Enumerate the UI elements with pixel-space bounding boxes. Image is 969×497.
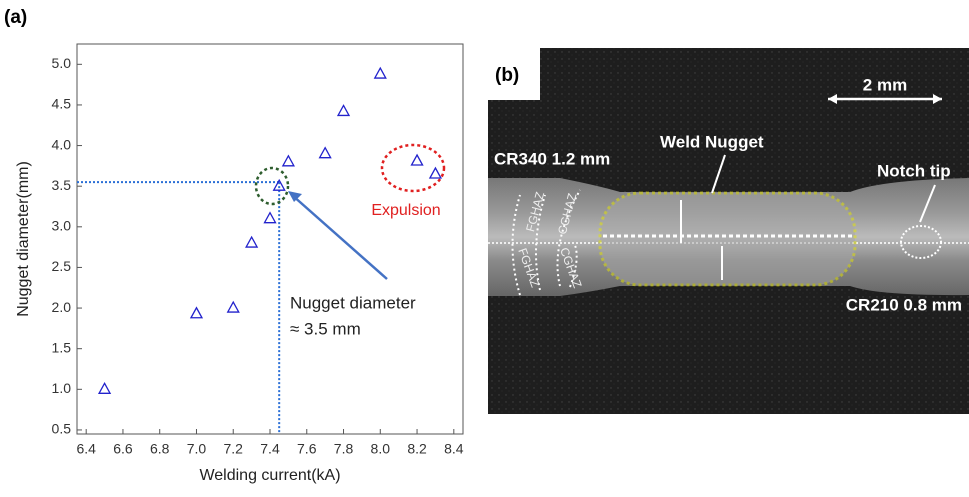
x-axis-label: Welding current(kA) bbox=[199, 467, 340, 484]
y-tick-label: 4.0 bbox=[52, 136, 72, 152]
y-tick-label: 1.0 bbox=[52, 380, 72, 396]
data-point bbox=[283, 156, 294, 166]
data-point bbox=[246, 237, 257, 247]
y-tick-label: 3.5 bbox=[52, 177, 72, 193]
annotation: Nugget diameter bbox=[290, 293, 416, 312]
y-tick-label: 4.5 bbox=[52, 96, 72, 112]
x-tick-label: 8.2 bbox=[407, 441, 427, 457]
data-point bbox=[265, 213, 276, 223]
x-tick-label: 8.0 bbox=[371, 441, 391, 457]
panel-label: (b) bbox=[495, 65, 519, 86]
y-tick-label: 0.5 bbox=[52, 421, 72, 437]
data-point bbox=[338, 105, 349, 115]
micrograph: (b) 2 mm CR340 1.2 mm CR210 0.8 mm Weld … bbox=[488, 48, 969, 414]
data-point bbox=[99, 383, 110, 393]
data-point bbox=[228, 302, 239, 312]
y-tick-label: 2.5 bbox=[52, 258, 72, 274]
sheet-label: CR340 1.2 mm bbox=[494, 149, 610, 168]
x-tick-label: 7.2 bbox=[224, 441, 244, 457]
y-tick-label: 2.0 bbox=[52, 299, 72, 315]
x-tick-label: 6.4 bbox=[76, 441, 96, 457]
data-point bbox=[320, 148, 331, 158]
annotation: Expulsion bbox=[371, 202, 440, 219]
sheet-label: CR210 0.8 mm bbox=[846, 295, 962, 314]
nugget-outline bbox=[600, 193, 855, 285]
y-tick-label: 5.0 bbox=[52, 55, 72, 71]
plot: 6.4 6.6 6.8 7.0 7.2 7.4 7.6 7.8 8.0 8.2 8.4 0.5 1.0 1… bbox=[15, 44, 464, 484]
x-tick-label: 6.8 bbox=[150, 441, 170, 457]
y-tick-label: 3.0 bbox=[52, 218, 72, 234]
annotation: ≈ 3.5 mm bbox=[290, 319, 361, 338]
data-point bbox=[274, 180, 285, 190]
y-tick-label: 1.5 bbox=[52, 339, 72, 355]
nugget-label: Weld Nugget bbox=[660, 132, 764, 151]
x-tick-label: 7.6 bbox=[297, 441, 317, 457]
x-tick-label: 8.4 bbox=[444, 441, 464, 457]
panel-label: (a) bbox=[4, 7, 27, 28]
x-tick-label: 7.8 bbox=[334, 441, 354, 457]
data-point bbox=[412, 155, 423, 165]
data-point bbox=[191, 308, 202, 318]
highlight-circle bbox=[256, 168, 288, 204]
x-tick-label: 7.0 bbox=[187, 441, 207, 457]
notch-label: Notch tip bbox=[877, 161, 951, 180]
figure: (a) 6.4 6.6 6.8 7.0 7.2 7.4 7.6 7.8 8.0 8.2 8.4 0.5… bbox=[0, 0, 969, 492]
plot-frame bbox=[77, 44, 463, 434]
x-tick-label: 6.6 bbox=[113, 441, 133, 457]
data-point bbox=[375, 68, 386, 78]
scale-label: 2 mm bbox=[863, 75, 907, 94]
x-tick-label: 7.4 bbox=[260, 441, 280, 457]
data-point bbox=[430, 168, 441, 178]
y-axis-label: Nugget diameter(mm) bbox=[15, 161, 32, 317]
